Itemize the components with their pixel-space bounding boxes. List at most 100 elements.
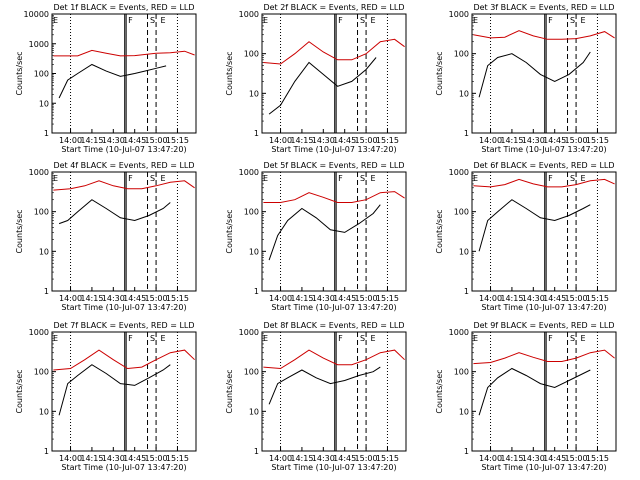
y-tick-label: 1000 — [449, 168, 469, 177]
x-tick-label: 14:30 — [522, 454, 545, 463]
x-tick-label: 15:15 — [166, 136, 189, 145]
plot-frame — [51, 13, 197, 134]
y-axis-label: Counts/sec — [225, 51, 234, 95]
x-tick-label: 14:15 — [290, 136, 313, 145]
x-axis-label: Start Time (10-Jul-07 13:47:20) — [481, 145, 606, 154]
y-axis-label: Counts/sec — [435, 51, 444, 95]
y-tick-label: 1 — [44, 129, 49, 138]
y-tick-label: 1 — [44, 287, 49, 296]
y-tick-label: 1000 — [239, 168, 259, 177]
marker-label: E — [371, 334, 376, 343]
events-series-line — [58, 63, 167, 99]
plot-frame — [51, 331, 197, 452]
x-tick-label: 14:45 — [333, 454, 356, 463]
marker-label: E — [53, 174, 58, 183]
x-tick-label: 14:30 — [102, 136, 125, 145]
x-tick-label: 14:15 — [80, 454, 103, 463]
lld-series-line — [263, 38, 405, 65]
marker-label: F — [548, 334, 553, 343]
x-tick-label: 14:45 — [123, 136, 146, 145]
events-series-line — [268, 57, 377, 115]
marker-label: S — [570, 174, 575, 183]
x-tick-label: 15:00 — [565, 454, 588, 463]
y-tick-label: 10 — [459, 407, 469, 416]
x-tick-label: 14:15 — [500, 454, 523, 463]
events-series-line — [478, 367, 591, 416]
y-tick-label: 1000 — [239, 10, 259, 19]
y-tick-label: 1 — [254, 287, 259, 296]
marker-label: S — [570, 334, 575, 343]
plot-frame — [471, 13, 617, 134]
y-tick-label: 100 — [244, 208, 259, 217]
marker-label: E — [161, 174, 166, 183]
marker-label: E — [263, 334, 268, 343]
x-tick-label: 15:15 — [376, 294, 399, 303]
marker-label: F — [548, 174, 553, 183]
y-axis-label: Counts/sec — [435, 369, 444, 413]
events-series-line — [268, 366, 381, 405]
panel-det-7: Det 7f BLACK = Events, RED = LLD 1 10 100 10… — [15, 321, 197, 472]
x-tick-label: 15:15 — [586, 454, 609, 463]
y-tick-label: 10 — [39, 99, 49, 108]
y-tick-label: 1000 — [29, 168, 49, 177]
y-tick-label: 1000 — [29, 328, 49, 337]
marker-label: E — [53, 334, 58, 343]
plot-frame — [261, 331, 407, 452]
y-tick-label: 100 — [454, 208, 469, 217]
marker-label: E — [581, 334, 586, 343]
plot-frame — [51, 171, 197, 292]
panel-title: Det 1f BLACK = Events, RED = LLD — [53, 3, 194, 12]
marker-label: F — [338, 174, 343, 183]
marker-label: F — [128, 334, 133, 343]
panel-title: Det 3f BLACK = Events, RED = LLD — [473, 3, 614, 12]
x-tick-label: 15:00 — [565, 136, 588, 145]
y-tick-label: 1 — [464, 447, 469, 456]
y-tick-label: 1000 — [449, 328, 469, 337]
lld-series-line — [473, 178, 615, 188]
x-tick-label: 14:00 — [269, 454, 292, 463]
x-tick-label: 15:00 — [355, 294, 378, 303]
x-tick-label: 14:00 — [479, 136, 502, 145]
x-tick-label: 15:00 — [355, 136, 378, 145]
y-tick-label: 1 — [254, 129, 259, 138]
x-tick-label: 14:00 — [479, 454, 502, 463]
marker-label: E — [473, 16, 478, 25]
y-axis-label: Counts/sec — [15, 51, 24, 95]
x-tick-label: 15:00 — [145, 294, 168, 303]
y-tick-label: 100 — [34, 70, 49, 79]
x-tick-label: 14:00 — [59, 136, 82, 145]
marker-label: S — [360, 174, 365, 183]
x-tick-label: 14:45 — [123, 454, 146, 463]
marker-label: E — [263, 174, 268, 183]
x-tick-label: 15:15 — [586, 136, 609, 145]
marker-label: S — [150, 174, 155, 183]
x-tick-label: 14:00 — [59, 454, 82, 463]
y-tick-label: 10 — [39, 247, 49, 256]
x-tick-label: 14:15 — [290, 294, 313, 303]
x-tick-label: 14:15 — [80, 136, 103, 145]
panel-det-9: Det 9f BLACK = Events, RED = LLD 1 10 100 10… — [435, 321, 617, 472]
x-tick-label: 15:00 — [145, 454, 168, 463]
y-tick-label: 10 — [459, 247, 469, 256]
x-tick-label: 14:30 — [522, 294, 545, 303]
x-axis-label: Start Time (10-Jul-07 13:47:20) — [61, 145, 186, 154]
x-axis-label: Start Time (10-Jul-07 13:47:20) — [481, 303, 606, 312]
marker-label: E — [161, 334, 166, 343]
panel-det-8: Det 8f BLACK = Events, RED = LLD 1 10 100 10… — [225, 321, 407, 472]
marker-label: F — [338, 334, 343, 343]
x-tick-label: 14:45 — [543, 294, 566, 303]
lld-series-line — [53, 349, 195, 371]
plot-frame — [471, 171, 617, 292]
x-tick-label: 15:00 — [355, 454, 378, 463]
y-tick-label: 10 — [249, 89, 259, 98]
marker-label: E — [53, 16, 58, 25]
panel-title: Det 7f BLACK = Events, RED = LLD — [53, 321, 194, 330]
y-tick-label: 10000 — [24, 10, 49, 19]
x-tick-label: 14:15 — [80, 294, 103, 303]
panel-det-6: Det 6f BLACK = Events, RED = LLD 1 10 100 10… — [435, 161, 617, 312]
x-axis-label: Start Time (10-Jul-07 13:47:20) — [271, 145, 396, 154]
x-tick-label: 14:00 — [269, 294, 292, 303]
y-axis-label: Counts/sec — [225, 209, 234, 253]
y-tick-label: 10 — [249, 407, 259, 416]
marker-label: S — [570, 16, 575, 25]
